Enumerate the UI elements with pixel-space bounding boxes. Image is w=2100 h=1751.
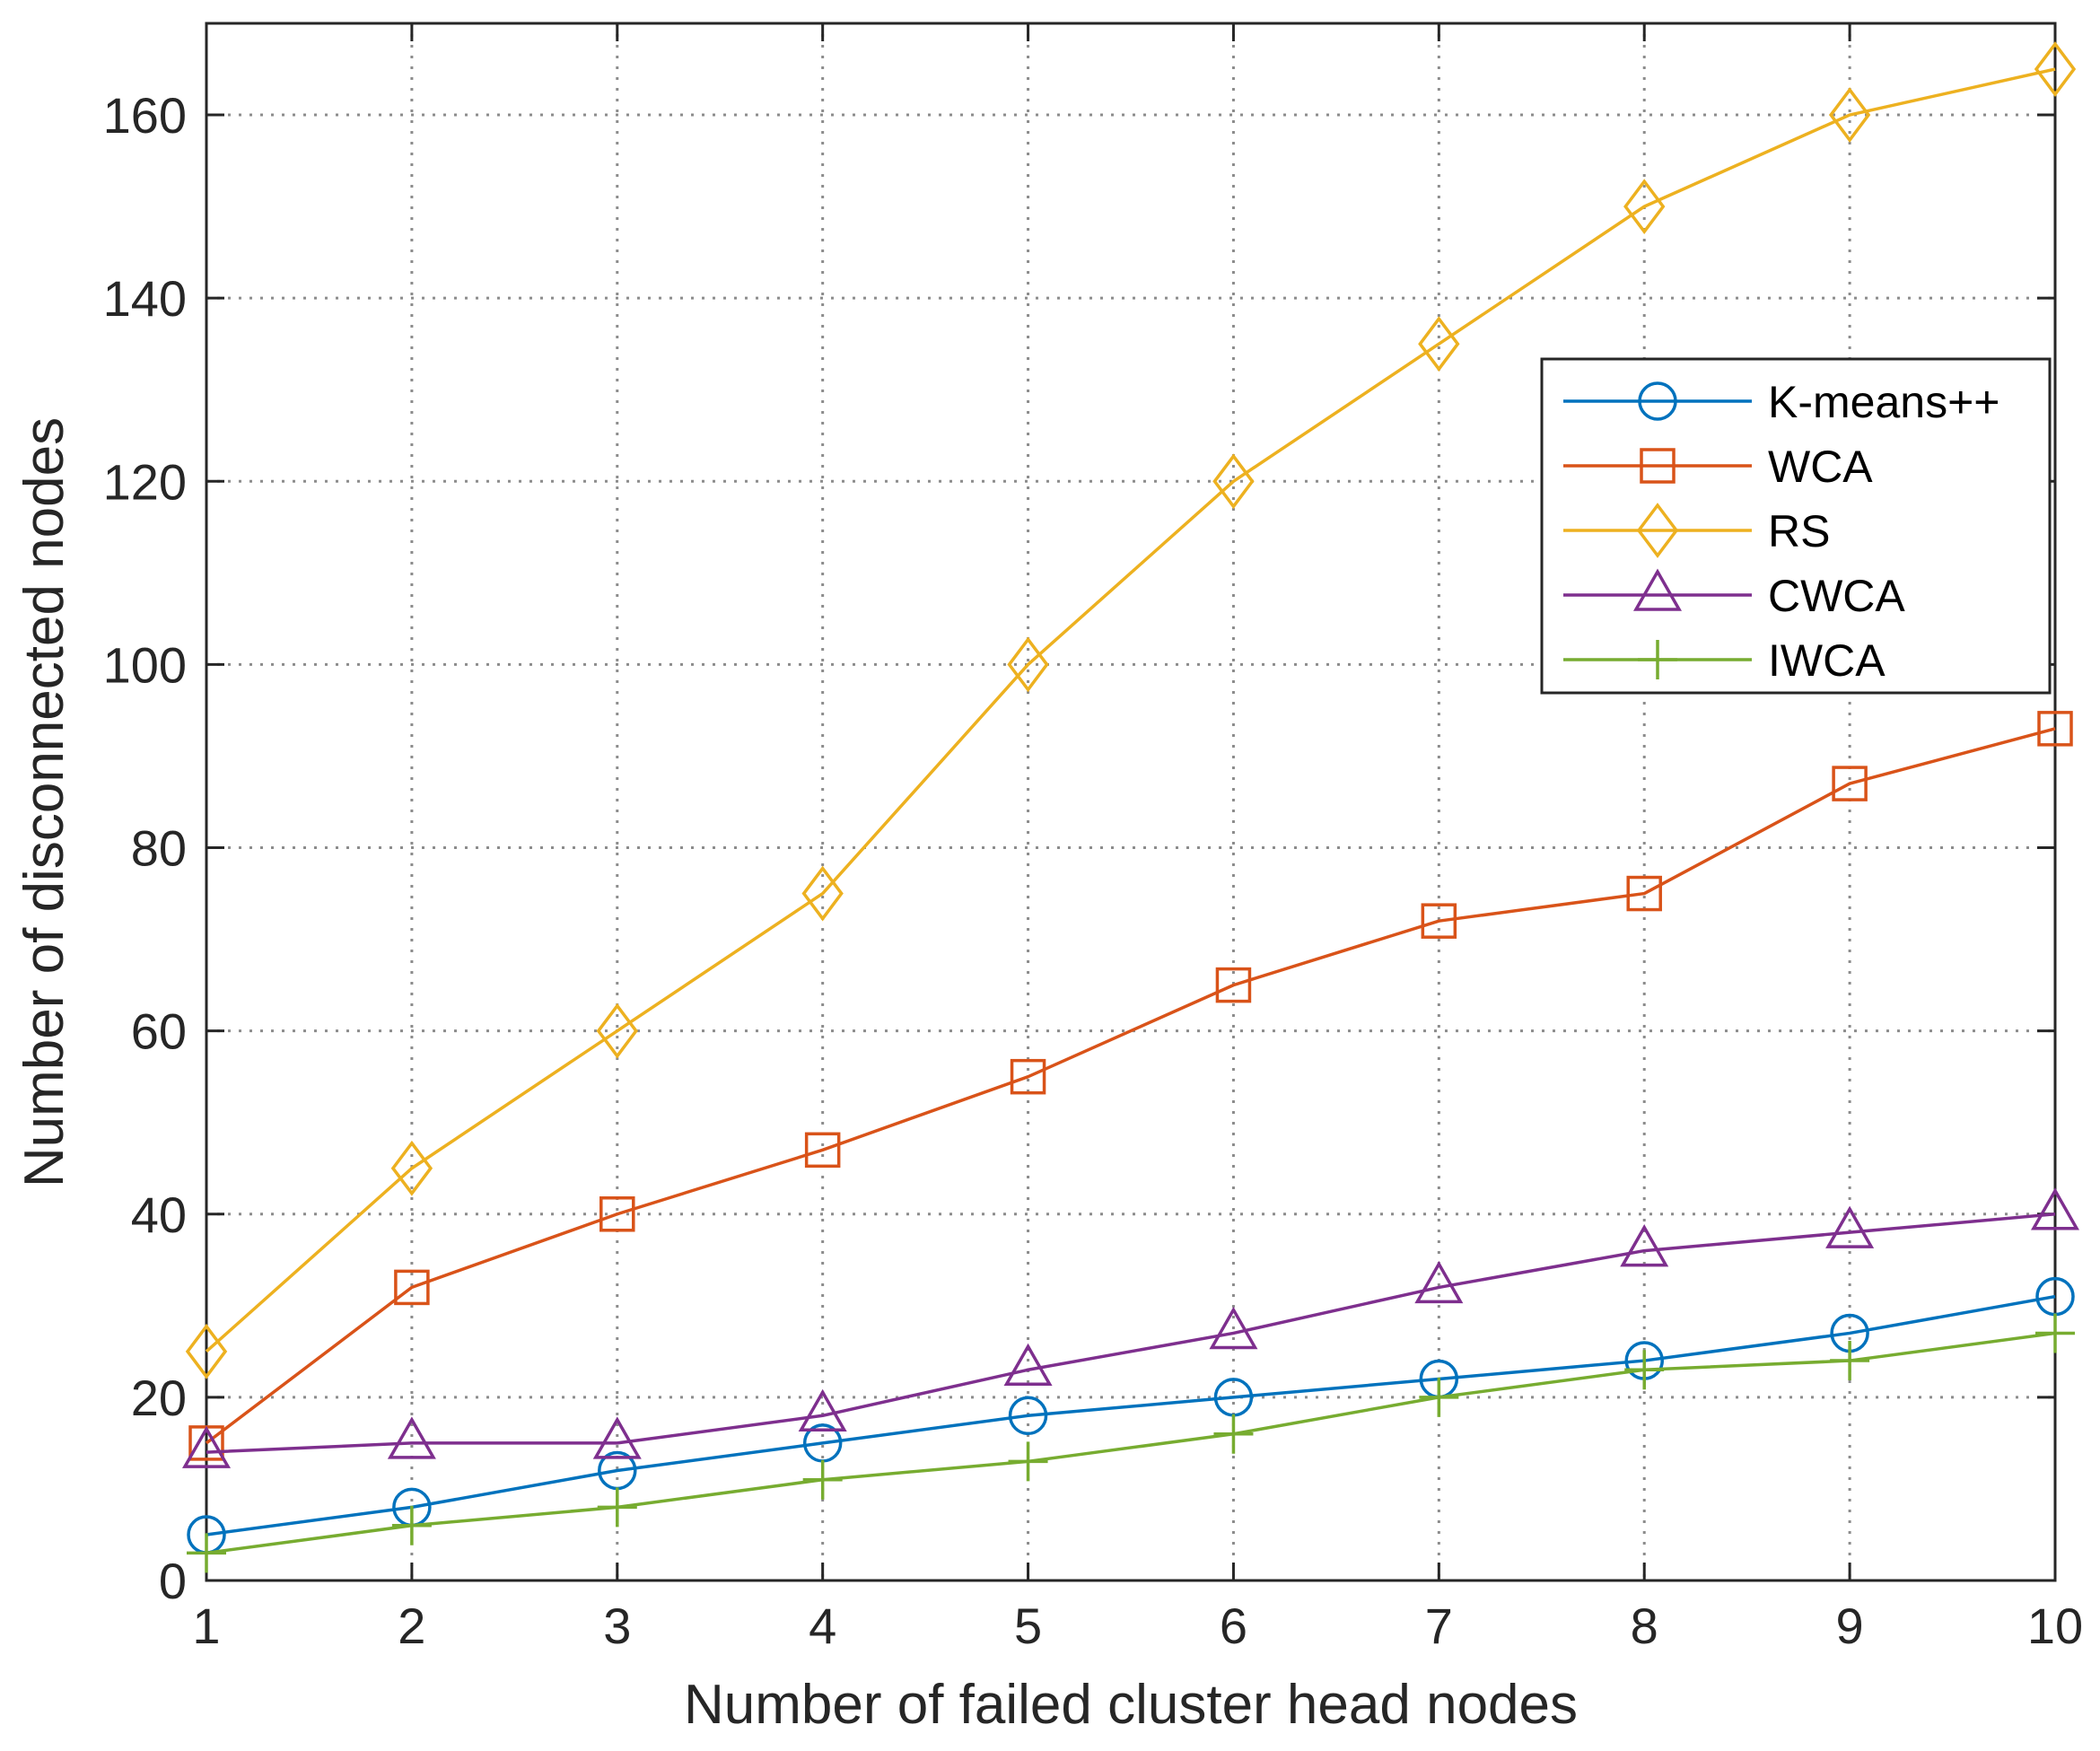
- data-point-iwca: [391, 1505, 432, 1545]
- x-tick-label: 9: [1836, 1598, 1864, 1654]
- data-point-wca: [804, 1132, 841, 1169]
- data-point-wca: [599, 1196, 635, 1232]
- data-point-rs: [801, 865, 844, 922]
- data-point-rs: [2034, 41, 2077, 97]
- y-tick-label: 40: [131, 1186, 187, 1243]
- data-point-iwca: [802, 1459, 843, 1500]
- y-tick-label: 120: [103, 453, 187, 510]
- x-axis-label: Number of failed cluster head nodes: [684, 1674, 1578, 1736]
- legend-marker-wca: [1640, 448, 1676, 484]
- data-point-k-means: [1008, 1396, 1048, 1436]
- data-point-cwca: [1209, 1306, 1258, 1350]
- series-cwca: [181, 1187, 2080, 1468]
- data-point-rs: [1212, 453, 1255, 510]
- data-point-wca: [394, 1269, 430, 1306]
- x-tick-label: 2: [398, 1598, 425, 1654]
- data-point-wca: [1421, 903, 1457, 939]
- series-line-iwca: [206, 1331, 2056, 1555]
- y-tick-label: 160: [103, 87, 187, 144]
- data-point-wca: [2037, 711, 2073, 747]
- data-point-iwca: [187, 1533, 226, 1573]
- series: [181, 41, 2080, 1573]
- x-tick-label: 3: [603, 1598, 631, 1654]
- data-point-wca: [1832, 766, 1868, 801]
- legend-item-iwca: IWCA: [1563, 635, 1886, 686]
- data-point-iwca: [1830, 1341, 1870, 1381]
- data-point-iwca: [1008, 1441, 1048, 1482]
- legend-label-rs: RS: [1768, 506, 1830, 556]
- legend-marker-k-means: [1638, 381, 1677, 421]
- legend-label-cwca: CWCA: [1768, 571, 1905, 621]
- data-point-iwca: [2035, 1313, 2075, 1353]
- x-tick-label: 5: [1014, 1598, 1042, 1654]
- y-tick-label: 100: [103, 636, 187, 693]
- plot-area-frame: [205, 22, 2057, 1582]
- data-point-cwca: [1003, 1343, 1053, 1387]
- data-point-cwca: [798, 1388, 847, 1432]
- legend-item-cwca: CWCA: [1563, 568, 1905, 621]
- x-tick-label: 6: [1220, 1598, 1247, 1654]
- data-point-rs: [1418, 316, 1460, 372]
- data-point-rs: [1828, 87, 1871, 143]
- legend-item-k-means: K-means++: [1563, 377, 1999, 427]
- series-line-wca: [205, 727, 2056, 1445]
- data-point-cwca: [387, 1416, 436, 1459]
- legend: K-means++ WCA RS CWCA IWCA: [1540, 357, 2052, 695]
- data-point-cwca: [2030, 1187, 2080, 1230]
- data-point-rs: [596, 1002, 638, 1059]
- legend-label-k-means: K-means++: [1768, 377, 1999, 427]
- legend-item-wca: WCA: [1563, 442, 1873, 492]
- data-point-rs: [390, 1140, 433, 1196]
- legend-label-iwca: IWCA: [1768, 635, 1886, 686]
- x-tick-label: 1: [192, 1598, 220, 1654]
- data-point-rs: [1007, 636, 1049, 693]
- legend-marker-rs: [1636, 503, 1679, 558]
- series-wca: [188, 711, 2073, 1461]
- x-tick-label: 7: [1425, 1598, 1453, 1654]
- data-point-iwca: [1624, 1350, 1665, 1390]
- data-point-cwca: [181, 1425, 232, 1468]
- y-tick-label: 140: [103, 270, 187, 327]
- y-tick-label: 0: [159, 1553, 187, 1609]
- legend-marker-cwca: [1632, 568, 1683, 611]
- legend-label-wca: WCA: [1768, 442, 1873, 492]
- data-point-rs: [185, 1323, 228, 1379]
- y-tick-label: 20: [131, 1370, 187, 1426]
- legend-item-rs: RS: [1563, 503, 1830, 558]
- y-tick-label: 80: [131, 820, 187, 877]
- y-tick-label: 60: [131, 1003, 187, 1060]
- data-point-wca: [1010, 1058, 1046, 1095]
- data-point-cwca: [1825, 1205, 1875, 1248]
- series-line-k-means: [206, 1294, 2056, 1537]
- data-point-rs: [1623, 179, 1666, 235]
- data-point-cwca: [592, 1416, 642, 1459]
- data-point-iwca: [1419, 1377, 1459, 1417]
- data-point-wca: [1215, 967, 1252, 1003]
- data-point-iwca: [1213, 1414, 1254, 1454]
- legend-marker-iwca: [1638, 640, 1677, 679]
- y-axis-label: Number of disconnected nodes: [13, 417, 75, 1187]
- x-tick-label: 4: [809, 1598, 836, 1654]
- series-iwca: [187, 1313, 2075, 1573]
- x-tick-label: 8: [1631, 1598, 1658, 1654]
- data-point-cwca: [1620, 1224, 1669, 1267]
- series-rs: [185, 41, 2077, 1379]
- data-point-wca: [1626, 875, 1662, 912]
- data-point-cwca: [1414, 1260, 1464, 1304]
- x-tick-label: 10: [2027, 1598, 2083, 1654]
- legend-box: [1540, 357, 2052, 695]
- series-line-rs: [205, 67, 2056, 1353]
- series-line-cwca: [206, 1213, 2056, 1454]
- data-point-iwca: [597, 1487, 637, 1528]
